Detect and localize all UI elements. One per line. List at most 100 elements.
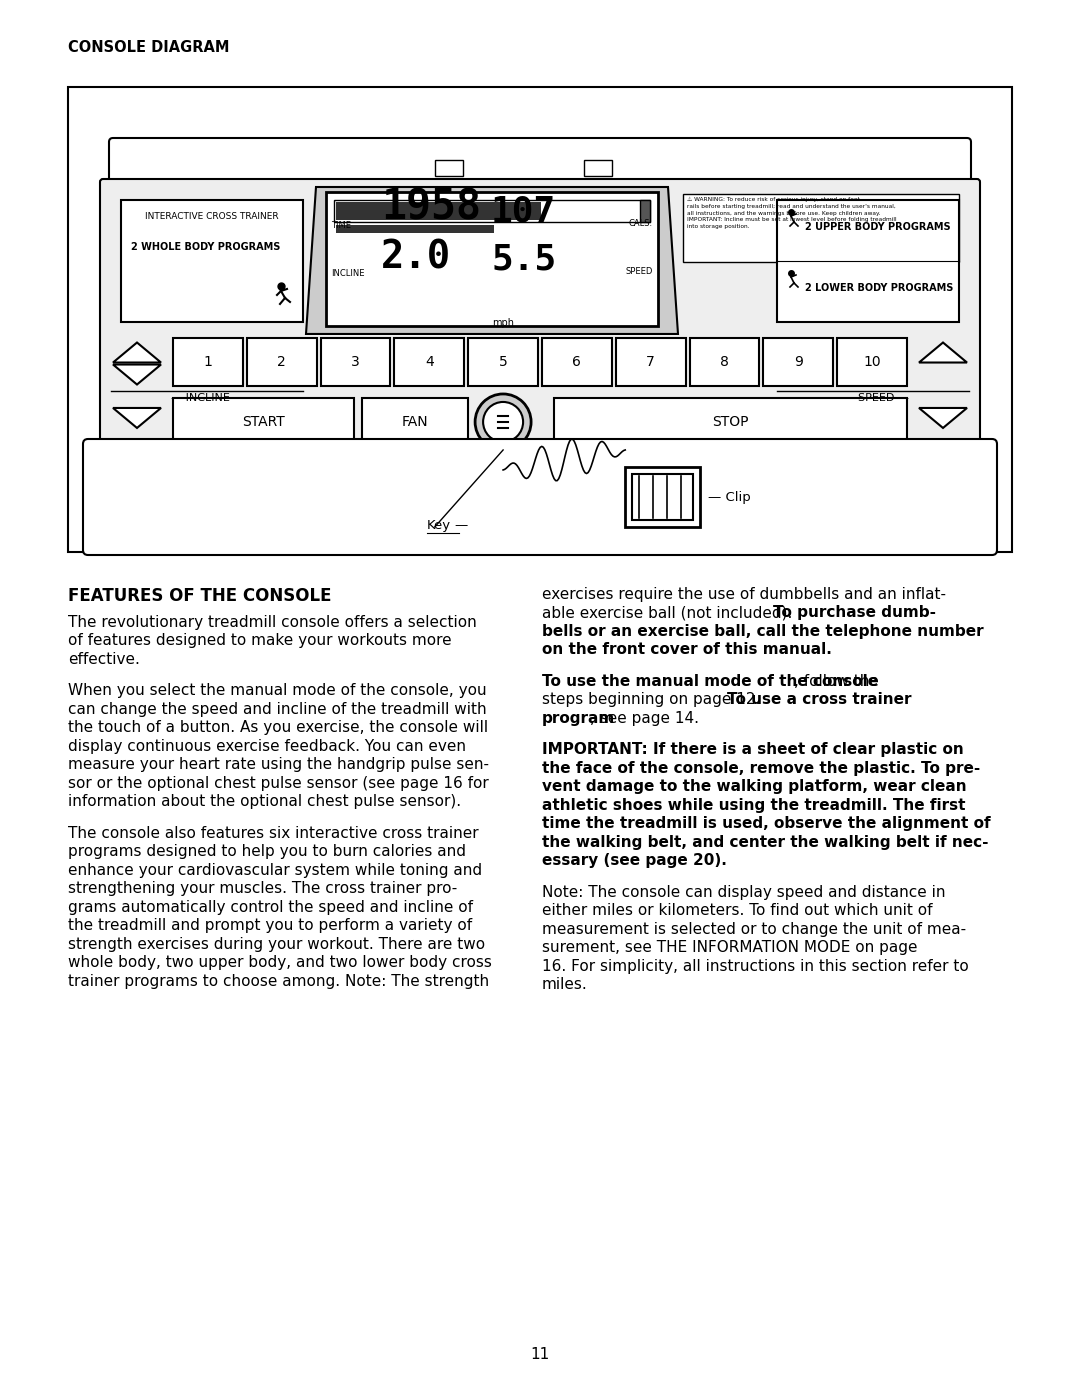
- Bar: [777, 200, 959, 321]
- Text: the touch of a button. As you exercise, the console will: the touch of a button. As you exercise, …: [68, 721, 488, 735]
- Text: time the treadmill is used, observe the alignment of: time the treadmill is used, observe the …: [542, 816, 990, 831]
- Text: To purchase dumb-: To purchase dumb-: [773, 605, 936, 620]
- Text: , follow the: , follow the: [795, 673, 879, 689]
- Text: When you select the manual mode of the console, you: When you select the manual mode of the c…: [68, 683, 487, 698]
- Text: 7: 7: [646, 355, 656, 369]
- Text: —: —: [455, 520, 468, 532]
- Text: — Clip: — Clip: [708, 490, 751, 503]
- Text: 1958: 1958: [381, 186, 481, 228]
- Text: effective.: effective.: [68, 652, 140, 666]
- Bar: [336, 203, 541, 219]
- Text: athletic shoes while using the treadmill. The first: athletic shoes while using the treadmill…: [542, 798, 966, 813]
- Bar: [554, 398, 907, 446]
- Text: 1: 1: [203, 355, 213, 369]
- Text: measure your heart rate using the handgrip pulse sen-: measure your heart rate using the handgr…: [68, 757, 489, 773]
- Bar: [334, 200, 650, 222]
- Bar: [690, 338, 759, 386]
- Text: essary (see page 20).: essary (see page 20).: [542, 854, 727, 869]
- Text: vent damage to the walking platform, wear clean: vent damage to the walking platform, wea…: [542, 780, 967, 795]
- Text: CONSOLE DIAGRAM: CONSOLE DIAGRAM: [68, 41, 229, 54]
- Text: display continuous exercise feedback. You can even: display continuous exercise feedback. Yo…: [68, 739, 465, 754]
- Text: enhance your cardiovascular system while toning and: enhance your cardiovascular system while…: [68, 863, 482, 877]
- Polygon shape: [919, 342, 967, 362]
- Text: 8: 8: [720, 355, 729, 369]
- Text: 2 WHOLE BODY PROGRAMS: 2 WHOLE BODY PROGRAMS: [131, 242, 281, 251]
- Text: 2 UPPER BODY PROGRAMS: 2 UPPER BODY PROGRAMS: [805, 222, 950, 232]
- Text: 5: 5: [499, 355, 508, 369]
- Bar: [362, 398, 469, 446]
- Circle shape: [483, 402, 523, 441]
- Text: SPEED: SPEED: [625, 267, 653, 277]
- Text: bells or an exercise ball, call the telephone number: bells or an exercise ball, call the tele…: [542, 624, 984, 638]
- Text: 107: 107: [491, 194, 556, 228]
- Text: Note: The console can display speed and distance in: Note: The console can display speed and …: [542, 884, 945, 900]
- Text: The revolutionary treadmill console offers a selection: The revolutionary treadmill console offe…: [68, 615, 476, 630]
- Text: The console also features six interactive cross trainer: The console also features six interactiv…: [68, 826, 478, 841]
- Text: the treadmill and prompt you to perform a variety of: the treadmill and prompt you to perform …: [68, 918, 472, 933]
- Text: IMPORTANT: If there is a sheet of clear plastic on: IMPORTANT: If there is a sheet of clear …: [542, 742, 963, 757]
- Bar: [583, 161, 611, 176]
- Text: 4: 4: [424, 355, 434, 369]
- Text: TIME: TIME: [330, 221, 351, 231]
- FancyBboxPatch shape: [100, 179, 980, 447]
- Text: the walking belt, and center the walking belt if nec-: the walking belt, and center the walking…: [542, 835, 988, 849]
- Bar: [321, 338, 390, 386]
- Text: trainer programs to choose among. Note: The strength: trainer programs to choose among. Note: …: [68, 974, 489, 989]
- Bar: [394, 338, 464, 386]
- Text: INCLINE: INCLINE: [330, 270, 365, 278]
- Text: strength exercises during your workout. There are two: strength exercises during your workout. …: [68, 937, 485, 951]
- Text: programs designed to help you to burn calories and: programs designed to help you to burn ca…: [68, 844, 465, 859]
- Bar: [625, 467, 700, 527]
- Bar: [469, 338, 538, 386]
- Text: START: START: [242, 415, 285, 429]
- Text: FAN: FAN: [402, 415, 428, 429]
- Text: 3: 3: [351, 355, 360, 369]
- Text: — INCLINE: — INCLINE: [171, 393, 230, 402]
- Bar: [632, 474, 693, 520]
- Text: surement, see THE INFORMATION MODE on page: surement, see THE INFORMATION MODE on pa…: [542, 940, 918, 956]
- FancyBboxPatch shape: [109, 138, 971, 184]
- Bar: [435, 161, 463, 176]
- Text: 2: 2: [278, 355, 286, 369]
- Text: steps beginning on page 12.: steps beginning on page 12.: [542, 693, 766, 707]
- Text: strengthening your muscles. The cross trainer pro-: strengthening your muscles. The cross tr…: [68, 882, 457, 897]
- Text: , see page 14.: , see page 14.: [590, 711, 699, 726]
- Text: FEATURES OF THE CONSOLE: FEATURES OF THE CONSOLE: [68, 587, 332, 605]
- Bar: [837, 338, 907, 386]
- Polygon shape: [919, 408, 967, 427]
- Bar: [326, 191, 658, 326]
- Polygon shape: [113, 342, 161, 362]
- Polygon shape: [113, 408, 161, 427]
- Text: 9: 9: [794, 355, 802, 369]
- Bar: [68, 87, 1012, 552]
- Text: 10: 10: [863, 355, 881, 369]
- Text: miles.: miles.: [542, 978, 588, 992]
- Text: To use the manual mode of the console: To use the manual mode of the console: [542, 673, 878, 689]
- Bar: [764, 338, 833, 386]
- Text: SPEED —: SPEED —: [858, 393, 909, 402]
- Text: either miles or kilometers. To find out which unit of: either miles or kilometers. To find out …: [542, 904, 932, 918]
- Text: grams automatically control the speed and incline of: grams automatically control the speed an…: [68, 900, 473, 915]
- Bar: [640, 200, 650, 222]
- Polygon shape: [113, 365, 161, 384]
- Text: of features designed to make your workouts more: of features designed to make your workou…: [68, 633, 451, 648]
- Bar: [336, 225, 494, 233]
- Bar: [616, 338, 686, 386]
- Text: CALS.: CALS.: [629, 219, 653, 228]
- Text: the face of the console, remove the plastic. To pre-: the face of the console, remove the plas…: [542, 761, 981, 775]
- Bar: [121, 200, 303, 321]
- Text: mph: mph: [492, 319, 514, 328]
- Text: 2.0: 2.0: [381, 239, 451, 277]
- Text: Key: Key: [427, 520, 450, 532]
- Text: STOP: STOP: [712, 415, 748, 429]
- Bar: [683, 194, 959, 263]
- Text: 5.5: 5.5: [491, 243, 556, 277]
- Text: 16. For simplicity, all instructions in this section refer to: 16. For simplicity, all instructions in …: [542, 958, 969, 974]
- Text: whole body, two upper body, and two lower body cross: whole body, two upper body, and two lowe…: [68, 956, 491, 971]
- Text: able exercise ball (not included).: able exercise ball (not included).: [542, 605, 797, 620]
- Text: sor or the optional chest pulse sensor (see page 16 for: sor or the optional chest pulse sensor (…: [68, 775, 489, 791]
- Circle shape: [475, 394, 531, 450]
- Text: 2 LOWER BODY PROGRAMS: 2 LOWER BODY PROGRAMS: [805, 284, 954, 293]
- Bar: [542, 338, 611, 386]
- Bar: [247, 338, 316, 386]
